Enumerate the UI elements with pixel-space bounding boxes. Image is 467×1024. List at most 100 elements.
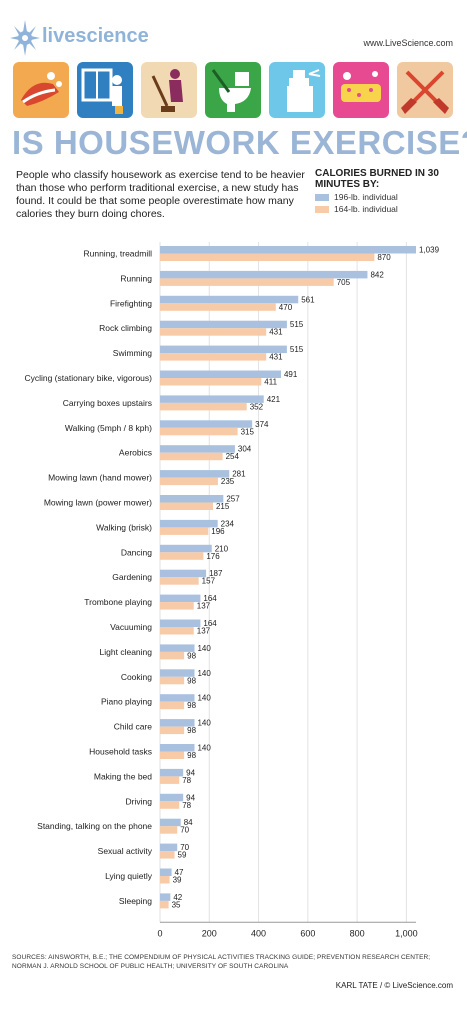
category-label: Household tasks <box>89 747 152 757</box>
bar-164lb <box>160 527 209 535</box>
bar-164lb <box>160 577 199 585</box>
livescience-logo[interactable]: livescience <box>8 18 149 58</box>
value-label-196lb: 234 <box>221 519 235 528</box>
value-label-164lb: 137 <box>197 627 211 636</box>
bar-164lb <box>160 627 194 635</box>
bar-chart: 0 200 400 600 800 1,000 Running, treadmill 1,03… <box>24 242 440 938</box>
x-tick-label: 1,000 <box>395 928 418 938</box>
category-label: Sexual activity <box>98 846 153 856</box>
category-label: Mowing lawn (hand mower) <box>48 473 152 483</box>
legend-swatch <box>315 193 329 201</box>
credit-line[interactable]: KARL TATE / © LiveScience.com <box>335 981 453 990</box>
window-washing-icon <box>77 62 133 118</box>
category-label: Light cleaning <box>100 647 153 657</box>
value-label-164lb: 39 <box>173 876 182 885</box>
value-label-196lb: 210 <box>215 544 229 553</box>
category-label: Sleeping <box>119 896 152 906</box>
x-tick-label: 600 <box>300 928 315 938</box>
value-label-164lb: 470 <box>279 303 293 312</box>
value-label-196lb: 515 <box>290 345 304 354</box>
bar-164lb <box>160 303 276 311</box>
value-label-164lb: 705 <box>337 278 351 287</box>
value-label-164lb: 254 <box>226 452 240 461</box>
category-label: Walking (brisk) <box>96 522 152 532</box>
category-label: Vacuuming <box>110 622 152 632</box>
brand-name: livescience <box>42 25 149 47</box>
legend-item-196: 196-lb. individual <box>315 192 460 202</box>
category-label: Running, treadmill <box>83 249 152 259</box>
bar-164lb <box>160 726 185 735</box>
sources-note: SOURCES: AINSWORTH, B.E.; THE COMPENDIUM… <box>12 954 431 970</box>
x-tick-label: 400 <box>251 928 266 938</box>
value-label-164lb: 431 <box>269 353 283 362</box>
category-label: Dancing <box>121 547 152 557</box>
category-label: Cycling (stationary bike, vigorous) <box>24 373 152 383</box>
bar-196lb <box>160 295 299 304</box>
cleaning-icon <box>13 62 69 118</box>
bar-164lb <box>160 427 238 436</box>
value-label-164lb: 352 <box>250 402 264 411</box>
legend: CALORIES BURNED IN 30 MINUTES BY: 196-lb… <box>315 168 460 214</box>
bar-196lb <box>160 594 201 603</box>
category-label: Piano playing <box>101 697 152 707</box>
value-label-164lb: 215 <box>216 502 230 511</box>
bar-196lb <box>160 744 195 752</box>
bar-196lb <box>160 793 184 802</box>
icon-strip <box>13 62 457 120</box>
value-label-164lb: 78 <box>182 776 191 785</box>
toilet-cleaning-icon <box>205 62 261 118</box>
value-label-164lb: 315 <box>241 427 255 436</box>
bar-164lb <box>160 851 175 859</box>
chart-title: CALORIES BURNED IN 30 MINUTES BY: <box>315 168 439 190</box>
value-label-196lb: 421 <box>267 395 281 404</box>
category-label: Making the bed <box>94 771 152 781</box>
bar-196lb <box>160 495 224 503</box>
value-label-196lb: 491 <box>284 370 298 379</box>
bar-196lb <box>160 320 287 329</box>
legend-item-164: 164-lb. individual <box>315 204 460 214</box>
legend-label: 164-lb. individual <box>334 204 398 214</box>
x-tick-label: 0 <box>157 928 162 938</box>
value-label-196lb: 140 <box>197 669 211 678</box>
bar-196lb <box>160 619 201 627</box>
bar-196lb <box>160 470 230 478</box>
value-label-196lb: 164 <box>203 594 217 603</box>
value-label-164lb: 411 <box>264 378 277 387</box>
value-label-164lb: 98 <box>187 651 196 660</box>
value-label-196lb: 84 <box>184 818 193 827</box>
bar-164lb <box>160 253 375 261</box>
value-label-164lb: 196 <box>211 527 225 536</box>
bar-196lb <box>160 445 235 453</box>
bar-164lb <box>160 477 218 486</box>
intro-text: People who classify housework as exercis… <box>16 169 305 220</box>
value-label-164lb: 235 <box>221 477 235 486</box>
value-label-196lb: 94 <box>186 768 195 777</box>
category-label: Child care <box>114 722 153 732</box>
crossed-brooms-icon <box>397 62 453 118</box>
value-label-164lb: 59 <box>178 851 187 860</box>
value-label-196lb: 1,039 <box>419 246 440 255</box>
bar-164lb <box>160 452 223 461</box>
value-label-164lb: 35 <box>172 900 181 909</box>
bar-196lb <box>160 246 416 254</box>
bar-164lb <box>160 801 180 809</box>
value-label-196lb: 561 <box>301 295 315 304</box>
bar-196lb <box>160 669 195 677</box>
bar-196lb <box>160 420 253 428</box>
value-label-164lb: 870 <box>377 253 391 262</box>
value-label-196lb: 42 <box>173 893 182 902</box>
value-label-164lb: 98 <box>187 726 196 735</box>
value-label-164lb: 157 <box>202 577 216 586</box>
value-label-196lb: 47 <box>175 868 184 877</box>
x-tick-label: 200 <box>202 928 217 938</box>
category-label: Cooking <box>121 672 152 682</box>
bar-164lb <box>160 552 204 560</box>
bar-164lb <box>160 353 267 361</box>
value-label-196lb: 257 <box>226 495 240 504</box>
site-url[interactable]: www.LiveScience.com <box>363 38 453 48</box>
value-label-196lb: 140 <box>197 744 211 753</box>
value-label-164lb: 98 <box>187 701 196 710</box>
category-label: Aerobics <box>119 448 152 458</box>
bar-196lb <box>160 270 368 279</box>
sponge-icon <box>333 62 389 118</box>
